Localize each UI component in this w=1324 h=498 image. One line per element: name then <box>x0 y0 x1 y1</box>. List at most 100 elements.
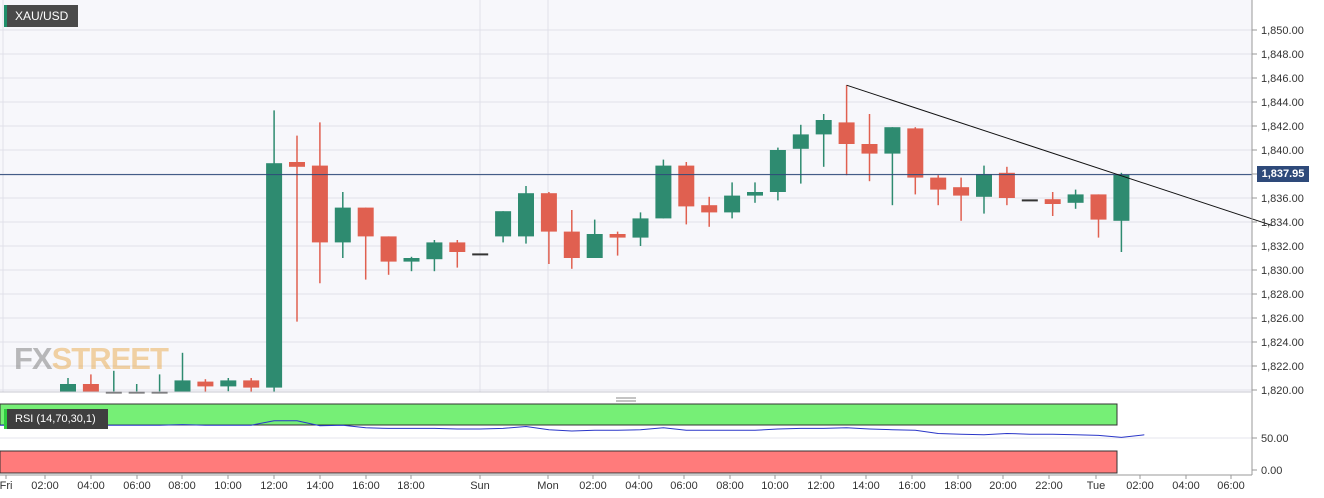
candle-body <box>311 165 328 243</box>
candle-body <box>747 192 763 196</box>
price-tick-label: 1,826.00 <box>1261 313 1304 325</box>
candle-body <box>495 211 512 237</box>
price-tick-label: 1,828.00 <box>1261 289 1304 301</box>
time-tick-label: Mon <box>537 480 558 492</box>
price-tick-label: 1,848.00 <box>1261 49 1304 61</box>
price-tick-label: 1,822.00 <box>1261 361 1304 373</box>
rsi-overbought-zone <box>0 403 1118 426</box>
candle-body <box>724 195 741 213</box>
time-axis-labels: Fri 02:00 04:00 06:00 08:00 10:00 12:00 14:00 16… <box>0 480 1245 492</box>
candle-body <box>632 218 649 238</box>
rsi-line-group <box>0 420 1145 438</box>
candle-body <box>1090 194 1107 220</box>
candle-body <box>266 163 283 388</box>
candle-doji <box>1021 199 1038 202</box>
watermark-fx: FX <box>14 341 53 376</box>
candle-body <box>563 231 580 258</box>
overlay-lines <box>0 84 1273 227</box>
candle-body <box>884 127 901 154</box>
time-tick-label: 14:00 <box>306 480 334 492</box>
time-tick-label: 04:00 <box>625 480 653 492</box>
time-tick-label: 04:00 <box>77 480 105 492</box>
axes <box>0 0 1257 479</box>
rsi-tick-label: 0.00 <box>1261 465 1282 477</box>
price-tick-label: 1,836.00 <box>1261 193 1304 205</box>
rsi-line <box>0 420 1145 438</box>
candle-body <box>449 242 466 252</box>
candle-body <box>861 144 878 154</box>
candle-body <box>930 177 947 190</box>
candle-body <box>998 172 1015 198</box>
candle-body <box>678 165 695 207</box>
rsi-indicator-badge[interactable]: RSI (14,70,30,1) <box>4 409 108 429</box>
rsi-zones <box>0 403 1252 474</box>
candle-body <box>976 174 992 197</box>
candle-body <box>586 234 603 258</box>
candles <box>60 85 1130 394</box>
time-tick-label: Tue <box>1087 480 1106 492</box>
candle-body <box>334 207 351 243</box>
time-tick-label: 16:00 <box>898 480 926 492</box>
candle-body <box>82 384 99 392</box>
symbol-badge[interactable]: XAU/USD <box>4 5 79 27</box>
time-tick-label: 18:00 <box>944 480 972 492</box>
time-tick-label: 10:00 <box>761 480 789 492</box>
price-tick-label: 1,844.00 <box>1261 97 1304 109</box>
time-tick-label: 08:00 <box>168 480 196 492</box>
fxstreet-watermark: FXSTREET <box>14 341 169 377</box>
time-tick-label: 02:00 <box>579 480 607 492</box>
rsi-oversold-zone <box>0 450 1118 474</box>
price-tick-label: 1,832.00 <box>1261 241 1304 253</box>
candle-body <box>907 128 924 178</box>
candle-body <box>289 162 305 167</box>
watermark-street: STREET <box>51 341 169 376</box>
candle-body <box>540 193 557 232</box>
candle-body <box>792 134 809 149</box>
candle-body <box>518 193 534 237</box>
candle-doji <box>472 253 489 256</box>
candle-body <box>769 150 786 192</box>
price-panel-background <box>0 0 1252 392</box>
time-tick-label: 12:00 <box>260 480 288 492</box>
candle-body <box>220 380 237 387</box>
time-tick-label: 18:00 <box>397 480 425 492</box>
candle-body <box>426 242 443 260</box>
time-tick-label: 14:00 <box>852 480 880 492</box>
price-tick-label: 1,824.00 <box>1261 337 1304 349</box>
candle-body <box>60 384 76 392</box>
candle-body <box>174 380 191 392</box>
candle-body <box>380 236 397 262</box>
price-gridlines <box>0 0 1252 392</box>
candle-body <box>403 258 420 262</box>
time-tick-label: 04:00 <box>1172 480 1200 492</box>
time-tick-label: 06:00 <box>670 480 698 492</box>
candle-body <box>701 205 718 213</box>
candle-body <box>815 120 832 135</box>
time-tick-label: 12:00 <box>807 480 835 492</box>
price-tick-label: 1,830.00 <box>1261 265 1304 277</box>
price-tick-label: 1,840.00 <box>1261 145 1304 157</box>
candle-body <box>1067 194 1084 203</box>
candle-body <box>197 381 214 387</box>
price-tick-label: 1,834.00 <box>1261 217 1304 229</box>
time-tick-label: Fri <box>0 480 12 492</box>
price-tick-label: 1,842.00 <box>1261 121 1304 133</box>
time-tick-label: 02:00 <box>31 480 59 492</box>
time-tick-label: 06:00 <box>1217 480 1245 492</box>
price-tick-label: 1,850.00 <box>1261 25 1304 37</box>
candle-body <box>838 122 855 144</box>
time-tick-label: 02:00 <box>1126 480 1154 492</box>
time-tick-label: 08:00 <box>716 480 744 492</box>
candle-body <box>655 165 672 219</box>
time-tick-label: 10:00 <box>214 480 242 492</box>
time-tick-label: 22:00 <box>1035 480 1063 492</box>
price-axis-labels: 1,820.00 1,822.00 1,824.00 1,826.00 1,828.00… <box>1261 25 1304 477</box>
price-tick-label: 1,846.00 <box>1261 73 1304 85</box>
time-tick-label: 16:00 <box>352 480 380 492</box>
candle-body <box>357 207 374 237</box>
time-tick-label: 20:00 <box>989 480 1017 492</box>
last-price-tag: 1,837.95 <box>1257 166 1309 182</box>
candle-body <box>1044 199 1061 204</box>
